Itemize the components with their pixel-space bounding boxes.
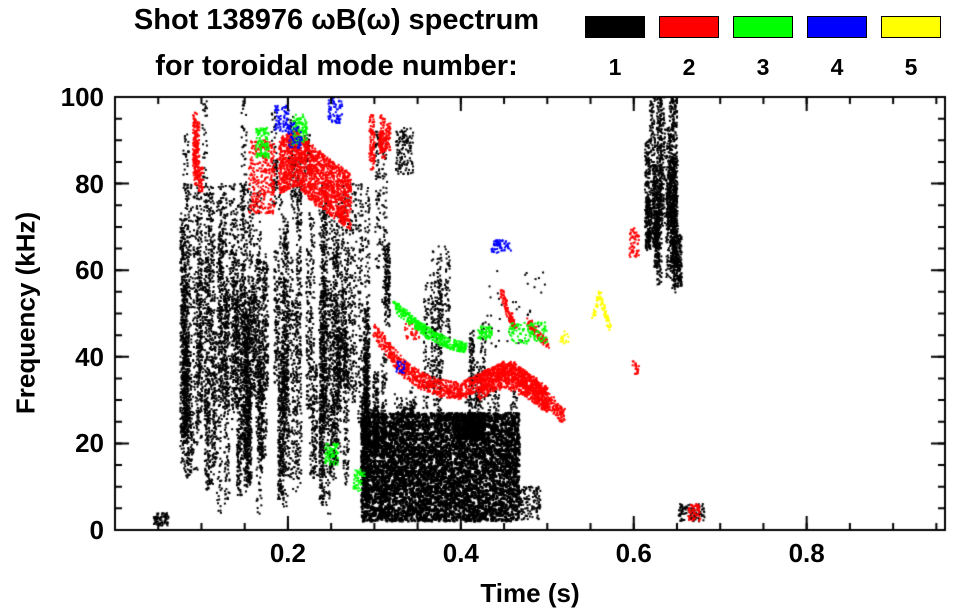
legend-swatch-mode2 <box>659 16 719 38</box>
legend-swatch-mode5 <box>881 16 941 38</box>
y-tick-label: 60 <box>75 255 104 286</box>
legend-swatch-mode3 <box>733 16 793 38</box>
legend-label-mode4: 4 <box>830 54 844 80</box>
x-tick-label: 0.4 <box>442 538 479 568</box>
y-tick-label: 20 <box>75 428 104 459</box>
y-tick-label: 0 <box>89 515 104 545</box>
chart-title-line2: for toroidal mode number: <box>155 50 518 82</box>
y-tick-label: 40 <box>75 341 104 372</box>
legend-swatch-mode4 <box>807 16 867 38</box>
legend-label-mode2: 2 <box>682 54 696 80</box>
legend-label-mode5: 5 <box>904 54 918 80</box>
legend-label-mode3: 3 <box>756 54 770 80</box>
x-tick-label: 0.8 <box>788 538 825 568</box>
y-axis-label: Frequency (kHz) <box>10 211 41 415</box>
legend-label-mode1: 1 <box>608 54 622 80</box>
x-axis-label: Time (s) <box>480 578 580 608</box>
chart-title-line1: Shot 138976 ωB(ω) spectrum <box>133 4 540 36</box>
y-tick-label: 100 <box>60 82 104 112</box>
legend-swatches <box>585 16 941 38</box>
y-tick-label: 80 <box>75 168 104 199</box>
x-tick-label: 0.6 <box>615 538 652 568</box>
legend-swatch-mode1 <box>585 16 645 38</box>
x-tick-label: 0.2 <box>269 538 306 568</box>
legend-labels: 1 2 3 4 5 <box>585 54 941 81</box>
